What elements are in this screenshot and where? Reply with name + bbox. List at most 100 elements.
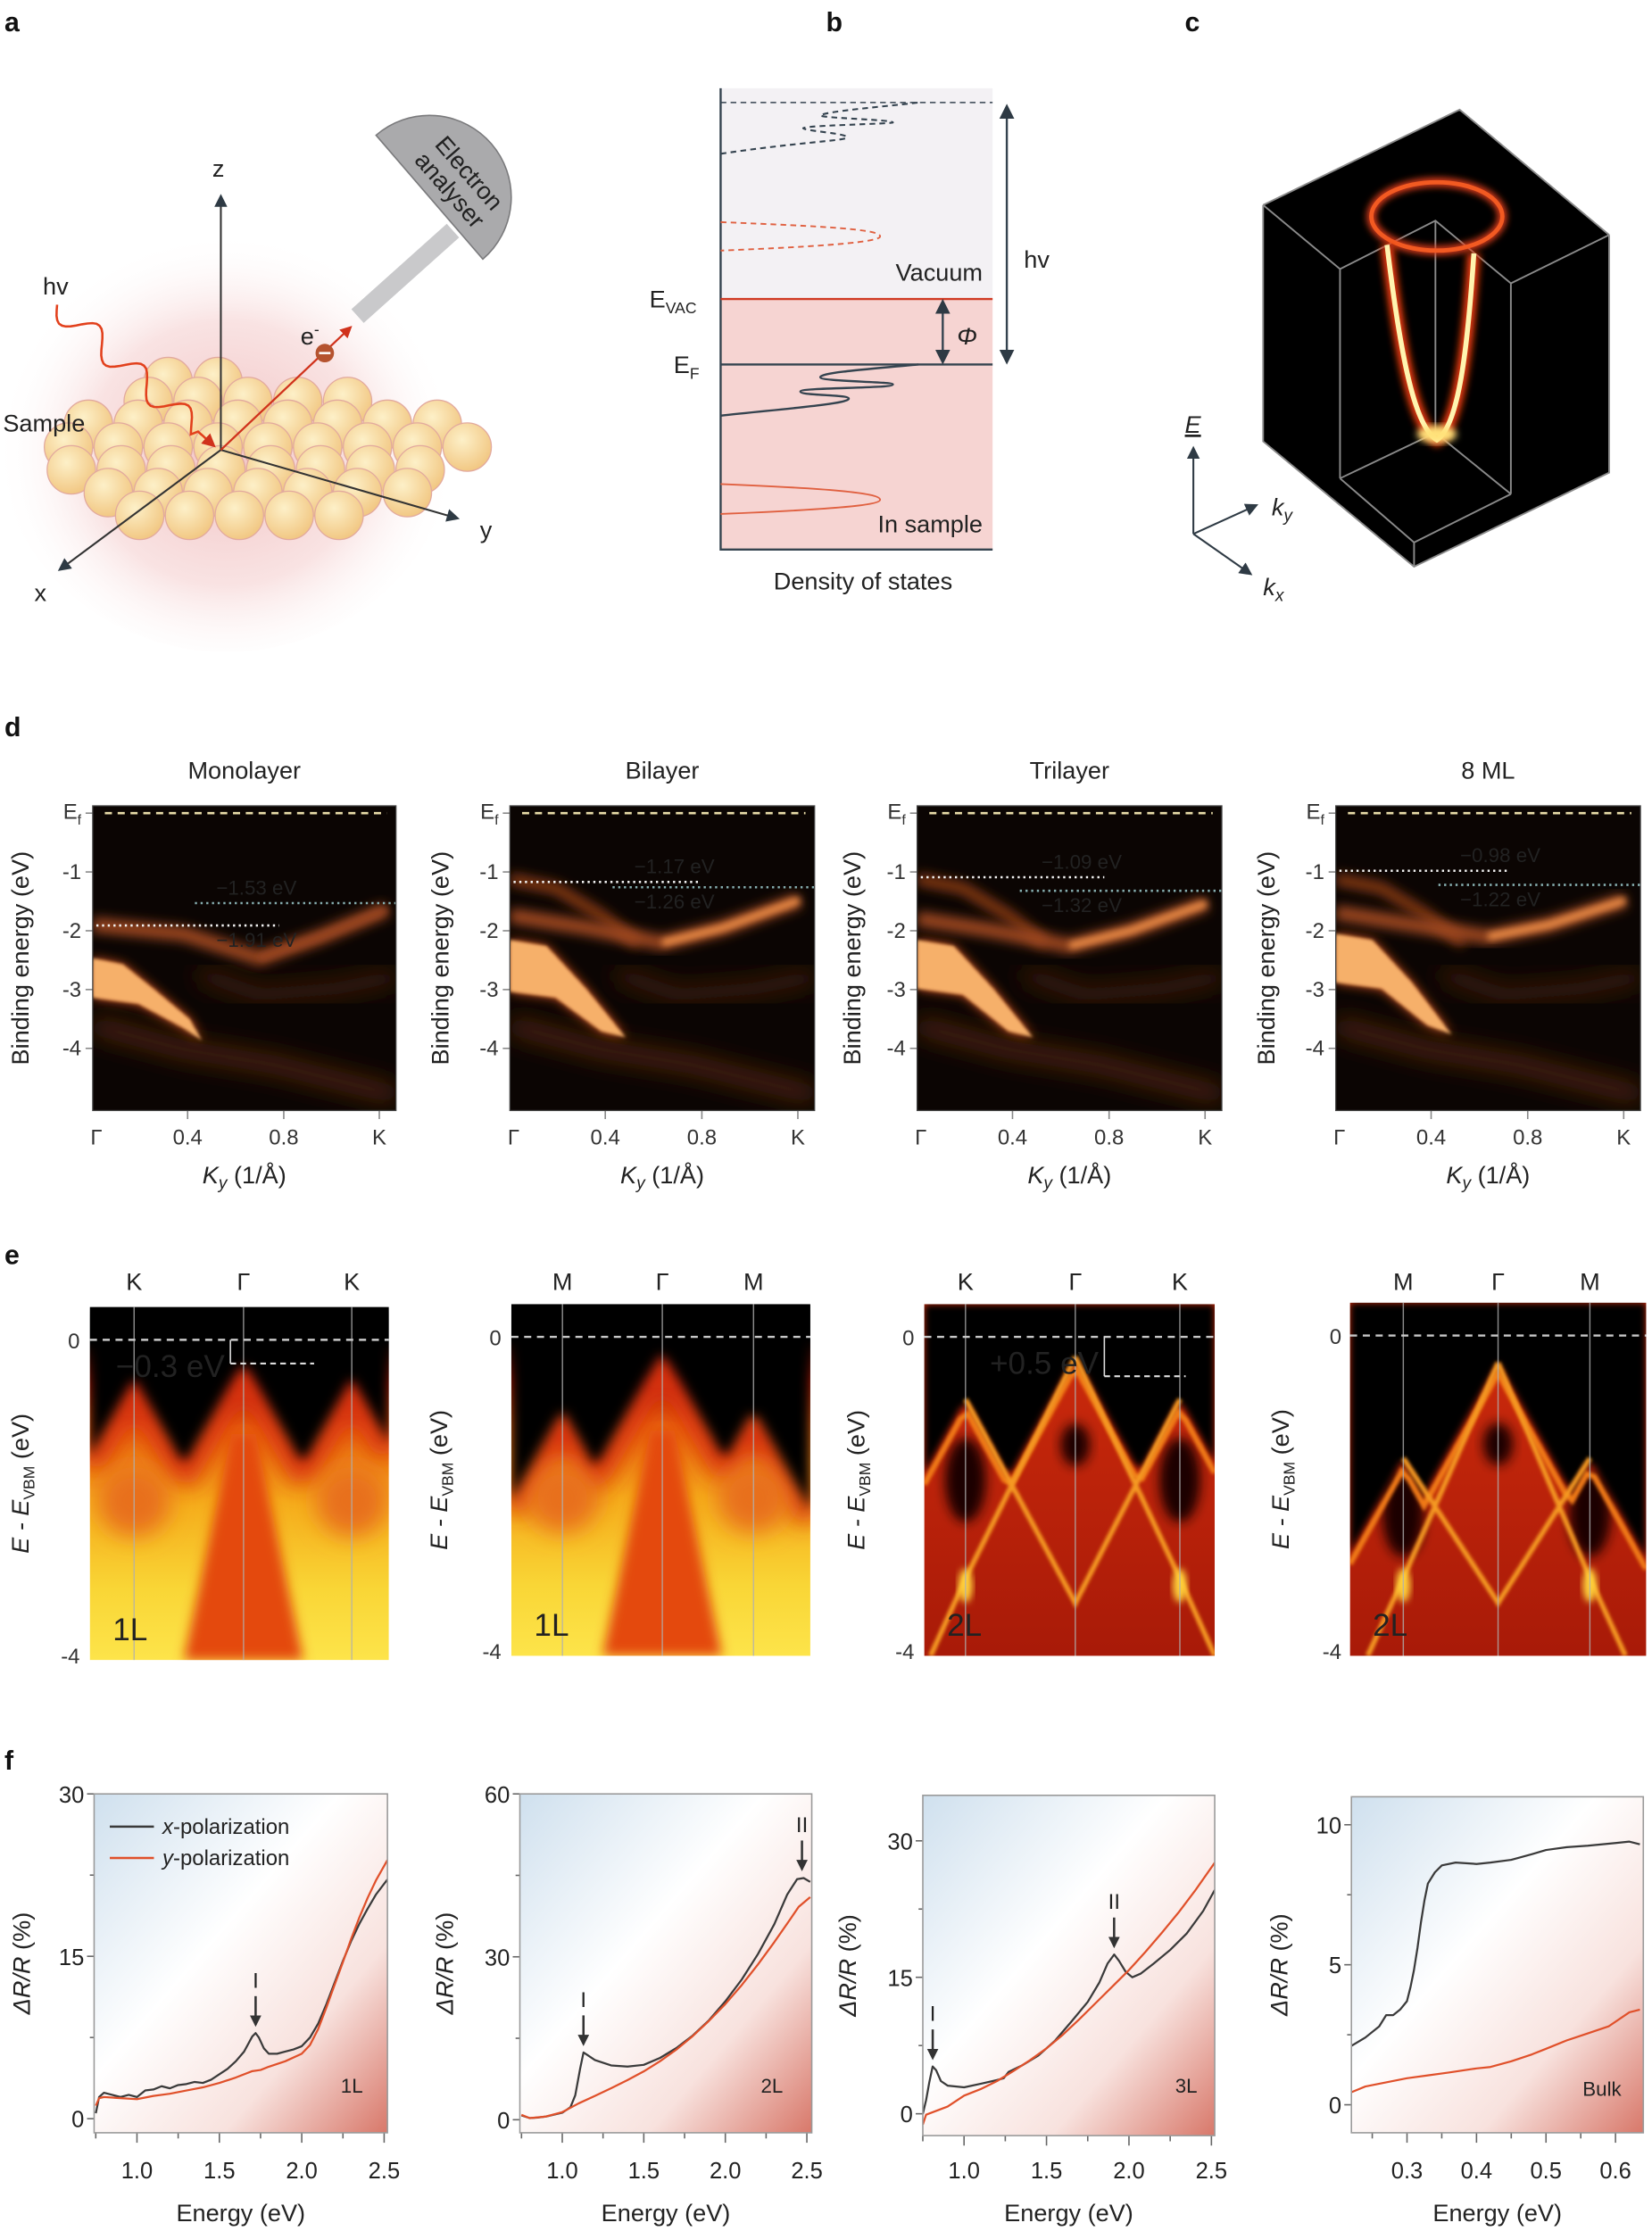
sample-atom — [314, 490, 364, 541]
middle-band — [1020, 965, 1223, 1004]
x-tick-label: 1.0 — [546, 2159, 577, 2184]
x-axis-label: Energy (eV) — [1004, 2199, 1133, 2227]
y-tick-label: -2 — [887, 919, 906, 943]
x-tick-label: K — [372, 1126, 386, 1150]
arpes-band-plot: K Γ K 0 -4 E - EVBM (eV) 1L −0.3 eV — [6, 1267, 389, 1669]
x-tick-label: 1.5 — [203, 2159, 235, 2184]
plot-frame — [1350, 1796, 1645, 2134]
lower-band — [1335, 1016, 1641, 1106]
y-axis — [220, 449, 461, 522]
x-tick-label: Γ — [915, 1126, 926, 1150]
arpes-heatmap — [92, 805, 396, 1111]
x-tick-label: Γ — [90, 1126, 102, 1150]
series-line-y-polarization — [95, 1859, 388, 2107]
y-tick-label-fermi: Ef — [63, 800, 82, 828]
band-maximum-label: −1.17 eV — [635, 856, 715, 878]
y-axis-label: Binding energy (eV) — [1252, 851, 1280, 1066]
y-tick-label: -2 — [1306, 919, 1324, 943]
plot-frame — [92, 805, 397, 1112]
band-edge-glow — [511, 1341, 810, 1527]
excited-core-dos-curve — [720, 220, 882, 252]
dos-axes — [719, 87, 993, 552]
arpes-thickness-plot: Trilayer Ef -1 -2 -3 -4 Γ 0.4 0.8 K Ky (1/Å) Bindin… — [838, 757, 1223, 1193]
high-symmetry-label: K — [1172, 1267, 1188, 1295]
arpes-thickness-plot: Bilayer Ef -1 -2 -3 -4 Γ 0.4 0.8 K Ky (1/Å) Binding… — [427, 757, 816, 1193]
y-tick-label: 0 — [902, 1327, 914, 1351]
x-axis-label: x — [34, 578, 46, 606]
high-symmetry-label: M — [743, 1267, 764, 1295]
offset-label: −0.3 eV — [116, 1349, 226, 1384]
valence-band — [1487, 896, 1627, 941]
plot-frame — [93, 1793, 388, 2134]
y-tick-label: 0 — [489, 1327, 501, 1351]
plot-frame — [916, 805, 1223, 1112]
y-tick-label: -2 — [479, 919, 498, 943]
y-tick-label: 0 — [497, 2109, 510, 2134]
sample-atom — [46, 444, 96, 495]
high-symmetry-label: K — [958, 1267, 974, 1295]
y-tick-label: -4 — [62, 1037, 81, 1061]
panel-a: a z y x hv Sample e- Electron analyser — [0, 8, 512, 652]
y-tick-label: -1 — [62, 860, 81, 884]
band-maximum-label: −1.91 eV — [216, 929, 296, 951]
x-tick-label: 1.5 — [1031, 2159, 1062, 2184]
x-tick-label: 0.5 — [1531, 2159, 1562, 2184]
plot-background — [519, 1794, 812, 2133]
dos-axis-label: Density of states — [774, 567, 952, 594]
ky-axis-label: ky — [1272, 493, 1294, 526]
x-tick-label: 0.4 — [591, 1126, 620, 1150]
series-group — [95, 1859, 388, 2114]
band-maximum-label: −1.32 eV — [1042, 894, 1122, 916]
panel-label-e: e — [4, 1241, 20, 1271]
kx-axis — [1192, 533, 1253, 576]
valence-dos-curve — [720, 363, 919, 418]
high-symmetry-label: Γ — [1068, 1267, 1082, 1295]
y-tick-label-fermi: Ef — [887, 800, 906, 828]
x-axis-label: Energy (eV) — [176, 2199, 305, 2227]
x-tick-label: Γ — [508, 1126, 519, 1150]
arpes-band-plot: M Γ M 0 -4 E - EVBM (eV) 2L — [1266, 1267, 1647, 1664]
y-tick-label: -4 — [895, 1640, 914, 1664]
peak-label: I — [580, 1988, 586, 2012]
y-tick-label: -4 — [482, 1640, 501, 1664]
middle-band — [195, 965, 396, 1004]
y-tick-label: 0 — [901, 2102, 913, 2127]
y-axis-label: E - EVBM (eV) — [843, 1410, 874, 1550]
plot-background — [922, 1795, 1216, 2136]
x-axis-label: Ky (1/Å) — [203, 1161, 286, 1193]
panel-f: 0 15 30 1.0 1.5 2.0 2.5 Energy (eV) ΔR/R (%) I 1L x… — [8, 1783, 1645, 2227]
x-tick-label: 2.5 — [791, 2159, 822, 2184]
y-axis-label: E - EVBM (eV) — [6, 1414, 37, 1554]
empty-states-region — [924, 1304, 1216, 1474]
peak-label: II — [796, 1813, 808, 1837]
x-tick-label: K — [1198, 1126, 1212, 1150]
plot-frame — [922, 1795, 1216, 2136]
layer-label: 3L — [1175, 2075, 1198, 2097]
bright-band — [92, 958, 203, 1041]
series-line-x-polarization — [1351, 1840, 1640, 2047]
energy-axis-label: E — [1185, 411, 1202, 438]
y-tick-label: -4 — [1323, 1640, 1341, 1664]
panel-label-d: d — [4, 713, 21, 742]
high-symmetry-label: K — [126, 1267, 142, 1295]
y-axis-label: E - EVBM (eV) — [425, 1410, 456, 1550]
band-maximum-label: −1.26 eV — [635, 891, 715, 913]
electron-label: e- — [301, 320, 320, 350]
x-tick-label: 2.0 — [286, 2159, 317, 2184]
work-function-label: Φ — [957, 322, 977, 350]
high-symmetry-label: M — [1393, 1267, 1414, 1295]
panel-label-b: b — [826, 8, 843, 37]
sample-atom — [114, 490, 165, 541]
y-tick-label: -3 — [1306, 978, 1324, 1002]
x-tick-label: Γ — [1333, 1126, 1345, 1150]
y-tick-label: -4 — [61, 1645, 79, 1669]
y-axis-label: y — [480, 516, 493, 543]
legend-label: x-polarization — [162, 1815, 289, 1839]
y-tick-label: -4 — [887, 1037, 906, 1061]
y-axis-label: Binding energy (eV) — [6, 851, 34, 1066]
plot-background — [1351, 1796, 1644, 2133]
high-symmetry-label: M — [552, 1267, 573, 1295]
